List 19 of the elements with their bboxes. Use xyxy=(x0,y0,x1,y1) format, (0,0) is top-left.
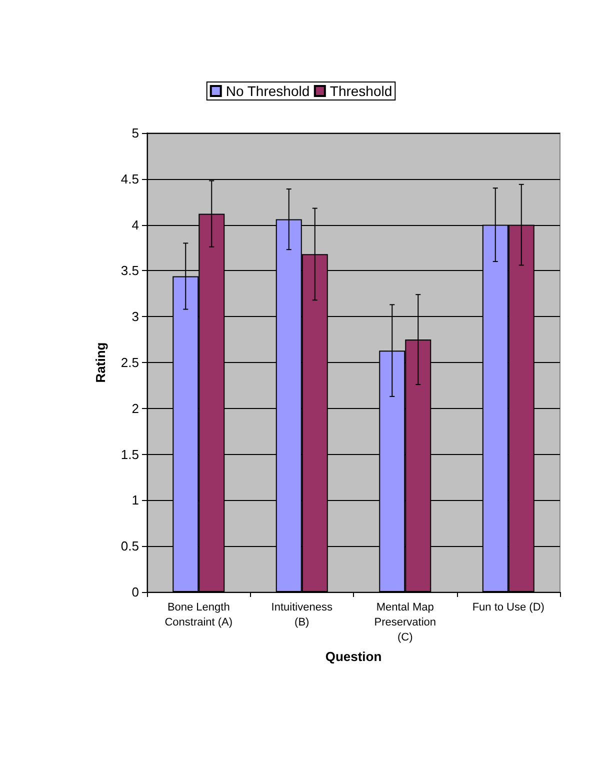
y-tick-label: 2 xyxy=(132,400,139,416)
x-tick-label: Mental Map Preservation (C) xyxy=(374,602,436,644)
y-tick-label: 5 xyxy=(132,126,139,140)
y-tick-label: 0 xyxy=(132,584,139,600)
y-tick-label: 4.5 xyxy=(120,171,139,186)
y-tick-label: 3.5 xyxy=(120,263,139,278)
y-tick-label: 3 xyxy=(132,309,139,324)
x-tick-label: Intuitiveness (B) xyxy=(271,602,333,628)
y-tick-label: 4 xyxy=(132,217,139,232)
x-tick-label: Bone Length Constraint (A) xyxy=(164,602,233,628)
y-tick-label: 1.5 xyxy=(120,446,139,462)
y-tick-label: 0.5 xyxy=(120,538,139,554)
y-tick-label: 2.5 xyxy=(120,355,139,370)
legend-label: No Threshold xyxy=(226,83,310,99)
legend-label: Threshold xyxy=(330,83,392,99)
x-tick-label: Fun to Use (D) xyxy=(472,602,544,614)
x-axis-title: Question xyxy=(325,649,382,664)
y-axis-title: Rating xyxy=(93,342,108,383)
y-tick-label: 1 xyxy=(132,492,139,508)
